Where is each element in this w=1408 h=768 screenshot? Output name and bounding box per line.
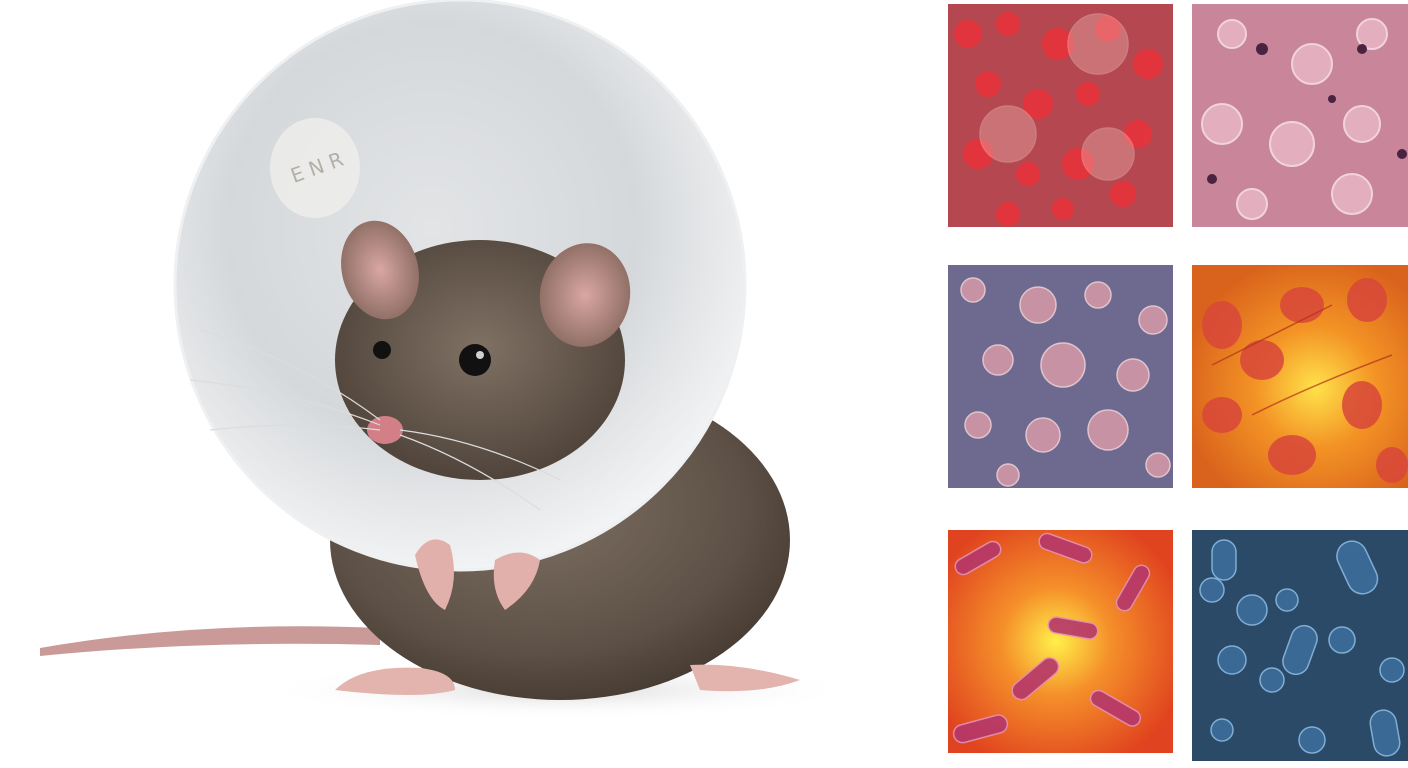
micrograph-blue-bacteria <box>1192 530 1408 761</box>
eye-left <box>373 341 391 359</box>
micrograph-orange-cells <box>1192 265 1408 488</box>
micrograph-orange-bacteria <box>948 530 1173 753</box>
hind-foot-right <box>690 664 800 692</box>
eye-right <box>459 344 491 376</box>
ear-left <box>341 220 419 320</box>
ear-right <box>539 243 631 347</box>
mouse-photo: E N R <box>40 0 860 720</box>
collar-tag <box>270 118 360 218</box>
hind-foot-left <box>335 667 455 695</box>
micrograph-pink-tissue <box>1192 4 1408 227</box>
mouse-nose <box>367 416 403 444</box>
front-paw-right <box>493 552 540 610</box>
micrograph-purple-cells <box>948 265 1173 488</box>
mouse-tail <box>40 626 380 656</box>
micrograph-red-blood-cells <box>948 4 1173 227</box>
whiskers <box>189 329 561 511</box>
front-paw-left <box>415 539 454 610</box>
